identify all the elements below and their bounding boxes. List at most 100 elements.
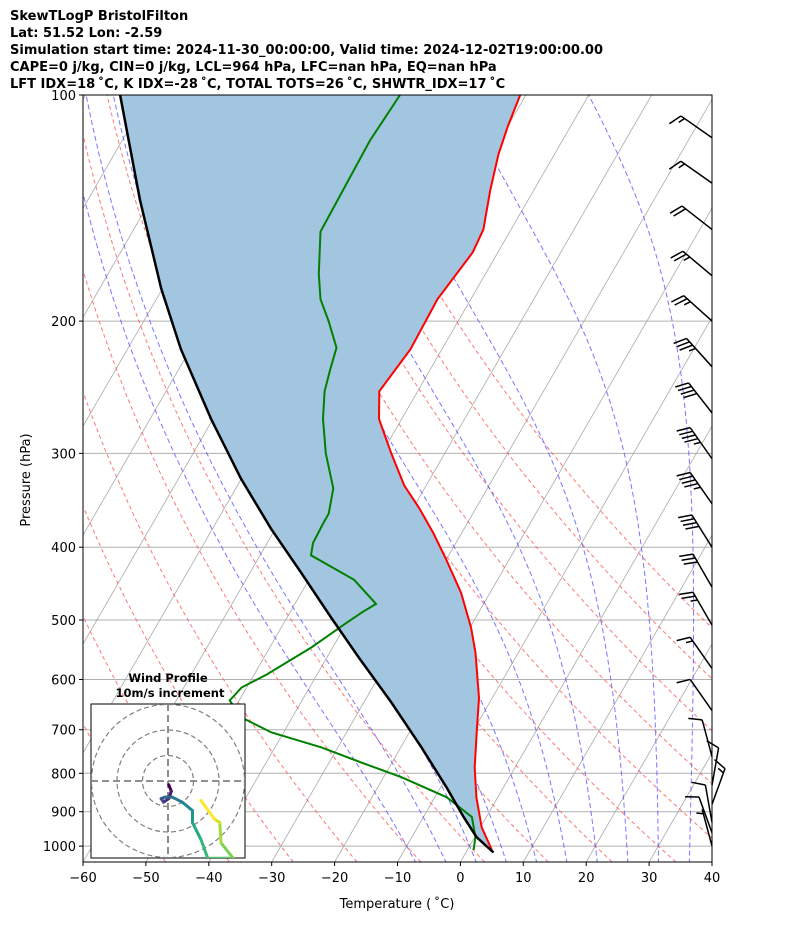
barb-full xyxy=(679,344,693,351)
barb-staff xyxy=(692,591,713,626)
isotherm-line xyxy=(522,534,712,862)
barb-staff xyxy=(686,337,713,368)
barb-staff xyxy=(701,719,713,757)
x-axis-label: Temperature ( ˚C) xyxy=(339,896,455,912)
wind-barb xyxy=(678,514,713,548)
x-tick-label: −30 xyxy=(258,871,285,886)
isotherm-line xyxy=(648,752,712,862)
barb-full xyxy=(688,717,703,721)
barb-staff xyxy=(682,250,713,277)
barb-full xyxy=(685,525,700,530)
barb-full xyxy=(670,250,684,259)
x-tick-label: −40 xyxy=(195,871,222,886)
barb-half xyxy=(693,441,701,445)
x-tick-label: 0 xyxy=(456,871,464,886)
hodograph-title: Wind Profile xyxy=(128,671,208,685)
wind-barb xyxy=(685,796,713,834)
barb-full xyxy=(679,430,693,436)
barb-full xyxy=(673,253,687,262)
barb-full xyxy=(673,208,686,217)
x-tick-label: 30 xyxy=(641,871,658,886)
dry-adiabat xyxy=(83,132,485,862)
barb-staff xyxy=(689,472,713,505)
x-tick-label: 10 xyxy=(515,871,532,886)
wind-barb xyxy=(676,636,713,669)
barb-full xyxy=(678,514,693,519)
barb-half xyxy=(696,812,704,815)
barb-full xyxy=(676,426,691,432)
barb-full xyxy=(676,341,690,348)
hodograph: Wind Profile 10m/s increment xyxy=(90,671,246,859)
dewpoint-line xyxy=(228,95,477,851)
hodograph-trace-segment xyxy=(199,837,210,858)
y-tick-label: 1000 xyxy=(43,840,76,855)
barb-full xyxy=(691,781,706,786)
barb-half xyxy=(683,256,691,262)
hodograph-trace-segment xyxy=(170,795,184,804)
moist-adiabat xyxy=(360,95,629,862)
dry-adiabat xyxy=(83,268,422,862)
barb-staff xyxy=(692,553,713,588)
wind-barb xyxy=(676,678,713,711)
wind-barb xyxy=(688,717,713,757)
y-tick-label: 300 xyxy=(51,447,76,462)
wind-barb xyxy=(679,553,713,588)
barb-staff xyxy=(680,115,713,139)
barb-staff xyxy=(711,747,720,786)
dry-adiabat xyxy=(204,95,712,839)
isotherm-line xyxy=(83,95,212,319)
barb-full xyxy=(684,482,699,488)
barb-full xyxy=(681,557,696,561)
cape-line: CAPE=0 j/kg, CIN=0 j/kg, LCL=964 hPa, LF… xyxy=(10,60,497,75)
wind-barb xyxy=(675,382,713,414)
barb-half xyxy=(683,301,691,306)
barb-half xyxy=(678,163,685,169)
chart-header: SkewTLogP BristolFilton Lat: 51.52 Lon: … xyxy=(10,8,603,93)
wind-barb xyxy=(669,205,713,231)
barb-half xyxy=(690,599,698,602)
dry-adiabat xyxy=(334,95,712,629)
barb-staff xyxy=(680,160,713,184)
barb-full xyxy=(680,389,695,395)
moist-adiabat xyxy=(227,95,568,862)
x-tick-label: 20 xyxy=(578,871,595,886)
barb-staff xyxy=(681,205,713,231)
temperature-line xyxy=(377,95,522,851)
hodograph-trace-segment xyxy=(199,798,217,821)
barb-staff xyxy=(691,514,713,548)
barb-staff xyxy=(689,678,713,711)
x-tick-label: −20 xyxy=(321,871,348,886)
wind-barb xyxy=(668,160,713,184)
wind-barb xyxy=(673,337,713,368)
barb-full xyxy=(668,115,682,125)
barb-half xyxy=(678,117,685,124)
moist-adiabat xyxy=(458,95,660,862)
wind-barb xyxy=(691,781,713,823)
barb-full xyxy=(677,385,692,392)
isotherm-line xyxy=(83,95,86,101)
dry-adiabat xyxy=(83,504,294,862)
dry-adiabat xyxy=(269,95,712,732)
wind-barb xyxy=(676,471,713,505)
barb-full xyxy=(679,553,694,558)
barb-full xyxy=(681,434,696,440)
y-tick-label: 900 xyxy=(51,806,76,821)
dry-adiabat xyxy=(236,95,712,785)
barb-staff xyxy=(689,427,713,460)
x-tick-label: −50 xyxy=(132,871,159,886)
hodograph-trace-segment xyxy=(218,821,223,845)
wind-barbs xyxy=(668,115,726,847)
barb-staff xyxy=(701,809,713,847)
wind-barb xyxy=(671,295,713,322)
background-lines xyxy=(83,95,712,862)
x-tick-label: 40 xyxy=(704,871,721,886)
barb-full xyxy=(679,475,693,481)
dry-adiabat xyxy=(301,95,712,680)
barb-full xyxy=(706,740,719,749)
time-line: Simulation start time: 2024-11-30_00:00:… xyxy=(10,43,603,58)
dry-adiabat xyxy=(171,95,677,862)
barb-half xyxy=(693,486,701,490)
barb-full xyxy=(683,561,698,565)
hodograph-trace-segment xyxy=(219,841,235,858)
